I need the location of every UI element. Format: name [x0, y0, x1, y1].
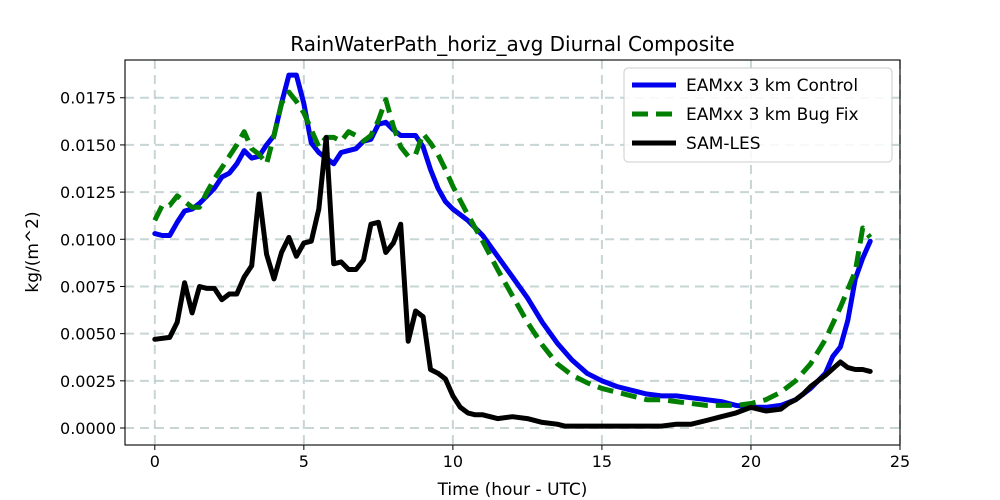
y-tick-label: 0.0025 [60, 372, 116, 391]
legend-label-3: SAM-LES [686, 134, 761, 154]
y-tick-label: 0.0000 [60, 419, 116, 438]
y-tick-label: 0.0100 [60, 230, 116, 249]
legend: EAMxx 3 km Control EAMxx 3 km Bug Fix SAM-… [623, 67, 893, 163]
y-tick-label: 0.0075 [60, 277, 116, 296]
x-tick-label: 0 [150, 452, 160, 471]
y-tick-label: 0.0125 [60, 183, 116, 202]
x-tick-label: 15 [592, 452, 612, 471]
x-tick-label: 25 [890, 452, 910, 471]
legend-box [623, 67, 893, 163]
y-tick-label: 0.0150 [60, 136, 116, 155]
x-tick-label: 20 [741, 452, 761, 471]
y-tick-label: 0.0050 [60, 325, 116, 344]
y-tick-label: 0.0175 [60, 89, 116, 108]
chart-title: RainWaterPath_horiz_avg Diurnal Composit… [290, 32, 734, 56]
legend-label-2: EAMxx 3 km Bug Fix [686, 105, 859, 125]
plot-frame [124, 59, 901, 446]
x-tick-label: 10 [443, 452, 463, 471]
y-axis-label: kg/(m^2) [23, 211, 43, 292]
x-tick-label: 5 [299, 452, 309, 471]
series-line-3 [152, 134, 873, 429]
legend-label-1: EAMxx 3 km Control [686, 76, 858, 96]
x-axis-label: Time (hour - UTC) [437, 480, 588, 500]
series-lines [152, 72, 873, 429]
axis-ticks: 0 5 10 15 20 25 0.0000 0.0025 0.0050 0.0075 0.0100… [60, 89, 910, 471]
